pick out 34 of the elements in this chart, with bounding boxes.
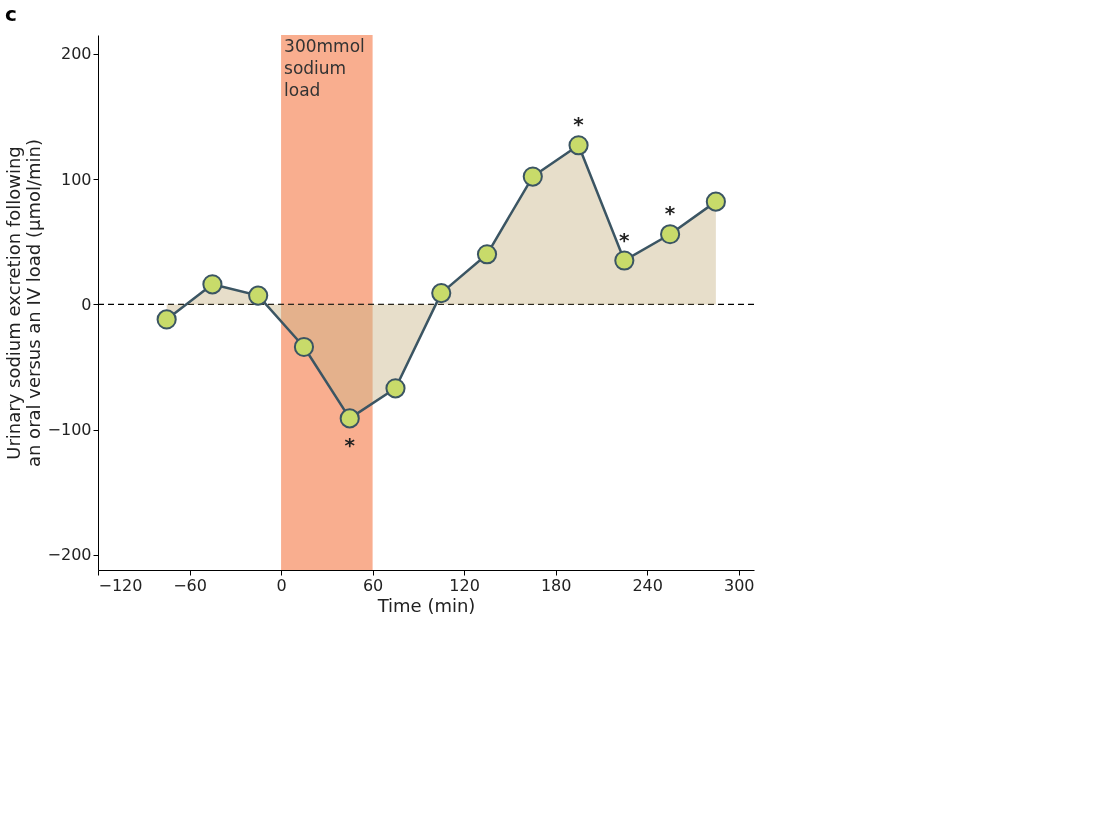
annotation: * — [344, 433, 356, 458]
annotation: * — [573, 112, 585, 137]
point — [660, 224, 681, 245]
point — [476, 244, 498, 265]
x-tick-label: 180 — [540, 575, 572, 595]
point — [202, 274, 223, 295]
x-tick-label: 0 — [276, 575, 287, 595]
point — [339, 408, 360, 429]
point — [522, 166, 543, 187]
annotation: * — [619, 227, 631, 252]
band-label: 300mmol sodium load — [284, 36, 365, 100]
x-tick-label: −120 — [98, 575, 143, 595]
point — [385, 378, 406, 399]
point — [156, 309, 177, 330]
annotation: * — [664, 201, 676, 226]
y-tick-label: 100 — [60, 169, 92, 189]
x-tick-label: 120 — [449, 575, 480, 595]
y-tick-label: −100 — [47, 420, 92, 440]
point — [614, 250, 635, 271]
point — [705, 191, 726, 212]
x-tick-label: 240 — [632, 575, 663, 595]
point — [568, 135, 589, 156]
x-tick-label: 60 — [362, 575, 384, 595]
y-tick-label: 200 — [60, 44, 92, 64]
x-axis-title: Time (min) — [376, 594, 476, 616]
point — [293, 336, 315, 358]
y-tick-label: 0 — [81, 294, 92, 314]
x-tick-label: 300 — [723, 575, 755, 595]
point — [248, 285, 269, 306]
y-tick-label: −200 — [47, 545, 92, 565]
x-tick-label: −60 — [173, 575, 207, 595]
y-axis-title: Urinary sodium excretion following an oral versus an IV load (μmol/min) — [2, 138, 44, 468]
chart-title: c — [5, 2, 17, 26]
point — [431, 283, 452, 304]
